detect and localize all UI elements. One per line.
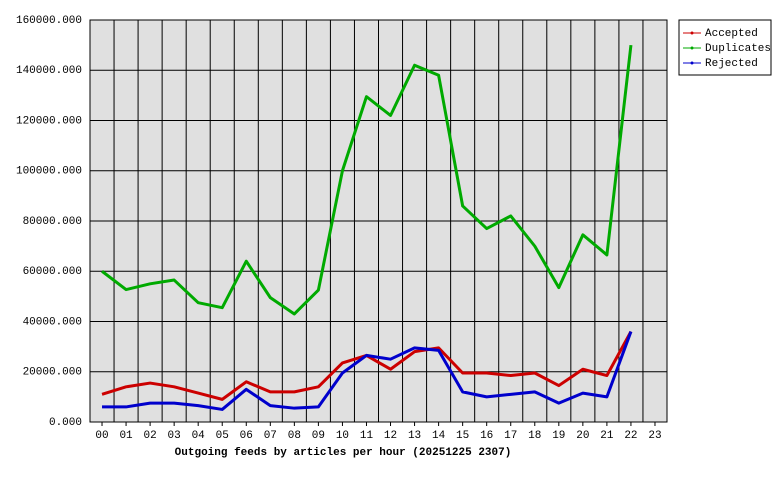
- plot-border: [89, 19, 668, 423]
- series-line: [101, 44, 633, 316]
- x-tick-label: 16: [480, 430, 493, 442]
- y-tick-label: 80000.000: [23, 216, 82, 228]
- legend-marker: [690, 61, 694, 65]
- x-tick-label: 09: [312, 430, 325, 442]
- y-tick-label: 40000.000: [23, 316, 82, 328]
- series-lines: [101, 44, 633, 411]
- x-tick-label: 12: [384, 430, 397, 442]
- series-line: [102, 331, 633, 411]
- x-tick-label: 00: [95, 430, 108, 442]
- x-tick-label: 08: [288, 430, 301, 442]
- y-tick-label: 20000.000: [23, 367, 82, 379]
- x-tick-label: 07: [264, 430, 277, 442]
- x-tick-label: 21: [600, 430, 614, 442]
- x-tick-label: 19: [552, 430, 565, 442]
- y-tick-label: 60000.000: [23, 266, 82, 278]
- x-tick-label: 20: [576, 430, 589, 442]
- x-tick-label: 06: [240, 430, 253, 442]
- y-tick-label: 100000.000: [16, 166, 82, 178]
- x-tick-label: 05: [216, 430, 229, 442]
- y-tick-label: 160000.000: [16, 15, 82, 27]
- x-tick-label: 15: [456, 430, 469, 442]
- x-tick-label: 17: [504, 430, 517, 442]
- x-tick-label: 22: [624, 430, 637, 442]
- legend-label: Rejected: [705, 58, 758, 70]
- x-tick-label: 04: [192, 430, 206, 442]
- y-tick-label: 140000.000: [16, 65, 82, 77]
- x-tick-label: 13: [408, 430, 421, 442]
- legend-marker: [690, 31, 694, 35]
- x-tick-label: 02: [144, 430, 157, 442]
- x-tick-label: 23: [648, 430, 661, 442]
- x-tick-label: 18: [528, 430, 541, 442]
- x-tick-label: 10: [336, 430, 349, 442]
- legend-marker: [690, 46, 694, 50]
- y-tick-label: 0.000: [49, 417, 82, 429]
- legend-label: Duplicates: [705, 43, 771, 55]
- x-tick-label: 11: [360, 430, 374, 442]
- x-tick-label: 01: [119, 430, 133, 442]
- y-tick-label: 120000.000: [16, 115, 82, 127]
- x-tick-label: 03: [168, 430, 181, 442]
- x-tick-label: 14: [432, 430, 446, 442]
- legend-label: Accepted: [705, 28, 758, 40]
- chart-title: Outgoing feeds by articles per hour (202…: [175, 447, 512, 459]
